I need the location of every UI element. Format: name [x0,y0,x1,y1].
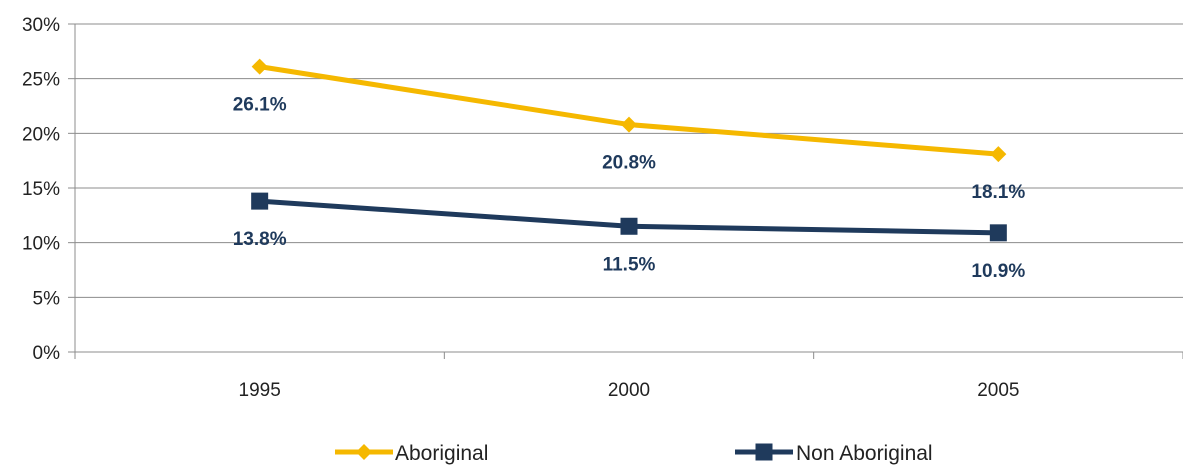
x-tick-label: 2000 [608,380,650,401]
legend-label-aboriginal: Aboriginal [395,442,488,465]
data-point-square [251,192,269,210]
data-labels: 26.1% 20.8% 18.1% 13.8% 11.5% 10.9% [233,95,1026,282]
legend: Aboriginal Non Aboriginal [335,442,933,465]
y-tick-label: 5% [33,288,61,309]
y-tick-label: 25% [22,70,60,91]
data-point-diamond [251,58,268,75]
y-tick-label: 20% [22,124,60,145]
x-tick-label: 2005 [977,380,1019,401]
data-point-diamond [621,116,637,133]
series-layer [251,58,1007,242]
data-label: 11.5% [603,254,656,275]
data-point-diamond [990,146,1007,163]
legend-label-non-aboriginal: Non Aboriginal [796,442,933,465]
x-tick-label: 1995 [239,380,281,401]
data-point-square [620,217,638,235]
y-tick-label: 15% [22,179,60,200]
legend-marker-square [755,443,773,461]
data-point-square [989,224,1007,242]
x-axis: 1995 2000 2005 [74,351,1183,401]
data-label: 10.9% [971,261,1025,282]
y-tick-label: 10% [22,234,60,255]
legend-marker-diamond [356,444,372,460]
data-label: 18.1% [971,182,1025,203]
y-axis: 0% 5% 10% 15% 20% 25% 30% [22,15,76,364]
series-line-aboriginal [259,64,999,157]
data-label: 20.8% [602,153,656,174]
data-label: 13.8% [233,229,287,250]
y-tick-label: 30% [22,15,60,36]
data-label: 26.1% [233,95,287,116]
y-tick-label: 0% [33,343,61,364]
gridlines [75,23,1183,298]
